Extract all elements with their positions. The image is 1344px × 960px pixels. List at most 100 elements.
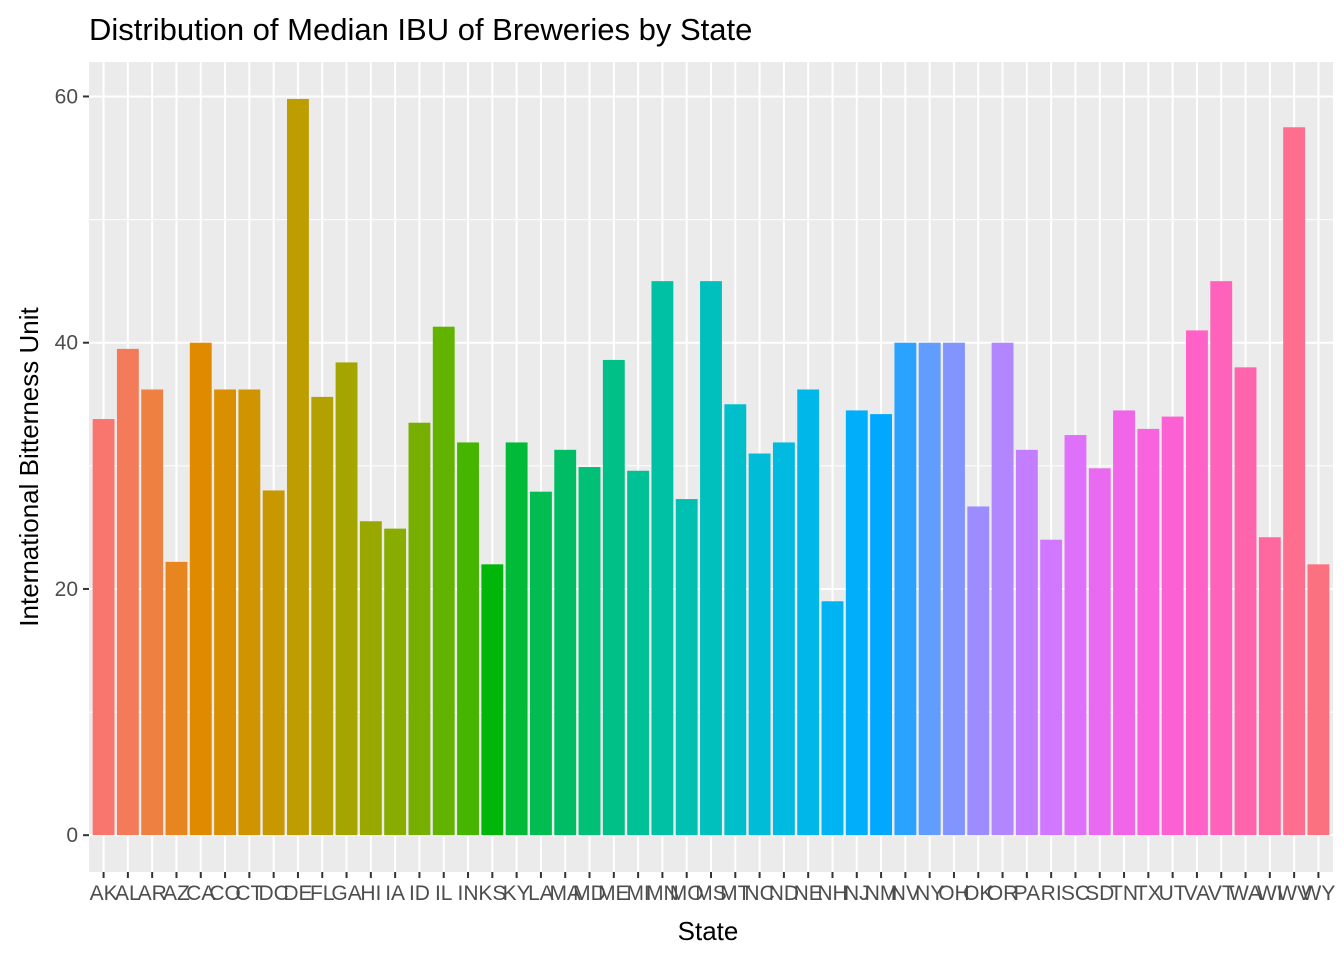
x-tick-label: WY [1302,882,1336,905]
bar-HI [359,521,382,836]
x-tick-label: MA [549,882,581,905]
x-tick-label: OR [987,882,1019,905]
y-axis: 0 20 40 60 [55,85,89,847]
bar-CO [214,389,236,836]
x-tick-label: IA [385,882,405,905]
x-tick-label: TX [1135,882,1162,905]
bar-AK [92,419,115,836]
x-tick-label: OK [963,882,993,905]
x-tick-label: DE [283,882,312,905]
x-tick-label: AL [115,882,141,905]
x-tick-label: VT [1208,882,1235,905]
x-tick-label: MN [646,882,679,905]
bar-MI [627,470,650,836]
bar-CT [238,389,261,836]
bar-CA [189,342,212,836]
y-tick-label: 40 [55,332,78,355]
x-tick-label: KS [478,882,506,905]
x-tick-label: WI [1257,882,1283,905]
bar-ID [408,422,431,836]
bars [92,98,1330,836]
bar-WV [1283,127,1306,836]
y-axis-title: International Bitterness Unit [14,307,44,627]
bar-OR [991,342,1014,836]
x-tick-label: AR [138,882,167,905]
x-tick-label: RI [1041,882,1062,905]
bar-IL [432,326,455,836]
bar-LA [529,491,552,836]
bar-UT [1161,416,1184,836]
bar-AR [141,389,164,836]
bar-OH [943,342,965,836]
bar-NC [748,453,771,836]
bar-VA [1186,330,1208,836]
x-tick-label: IL [435,882,453,905]
bar-MD [578,467,601,836]
bar-MS [700,281,722,836]
bar-WI [1258,537,1281,836]
bar-FL [311,396,334,836]
x-tick-label: OH [938,882,970,905]
y-tick-label: 20 [55,578,78,601]
bar-NY [918,342,941,836]
x-tick-label: TN [1110,882,1138,905]
bar-NH [821,601,844,836]
bar-TX [1137,428,1160,836]
x-tick-label: NC [744,882,774,905]
x-tick-label: WA [1229,882,1262,905]
x-tick-label: SD [1085,882,1114,905]
x-tick-label: NH [817,882,847,905]
x-tick-label: ND [769,882,799,905]
x-tick-label: SC [1061,882,1090,905]
x-tick-label: PA [1014,882,1040,905]
y-tick-label: 0 [66,824,78,847]
bar-NE [797,389,820,836]
x-tick-label: CA [186,882,215,905]
x-tick-label: FL [310,882,335,905]
bar-MA [554,449,577,836]
x-tick-label: CO [209,882,241,905]
x-tick-label: IN [458,882,479,905]
x-tick-label: MT [720,882,750,905]
bar-NJ [845,410,868,836]
bar-MT [724,404,747,836]
bar-SD [1088,468,1111,836]
bar-IN [457,442,479,836]
y-tick-label: 60 [55,85,78,108]
chart-title: Distribution of Median IBU of Breweries … [89,12,752,47]
bar-AZ [165,561,188,836]
bar-DE [287,98,309,836]
x-tick-label: NJ [844,882,870,905]
x-tick-label: VA [1184,882,1210,905]
x-tick-label: NE [794,882,823,905]
bar-NV [894,342,917,836]
x-tick-label: NY [915,882,944,905]
x-tick-label: KY [503,882,531,905]
bar-WA [1234,367,1257,836]
bar-IA [384,528,407,836]
x-tick-label: NM [865,882,898,905]
x-tick-label: AZ [163,882,190,905]
x-tick-label: HI [360,882,381,905]
x-tick-label: CT [235,882,263,905]
bar-OK [967,506,990,836]
bar-MN [651,281,674,836]
x-tick-label: AK [90,882,118,905]
bar-MO [675,499,698,836]
bar-DC [262,490,285,836]
x-axis-title: State [678,916,739,946]
x-tick-label: LA [528,882,554,905]
x-tick-label: MS [695,882,727,905]
bar-TN [1113,410,1135,836]
bar-RI [1040,539,1063,836]
x-tick-label: MD [573,882,606,905]
bar-GA [335,362,358,836]
x-tick-label: ID [409,882,430,905]
bar-WY [1307,564,1330,836]
x-tick-label: UT [1159,882,1187,905]
x-tick-label: MI [626,882,649,905]
bar-KS [481,564,504,836]
